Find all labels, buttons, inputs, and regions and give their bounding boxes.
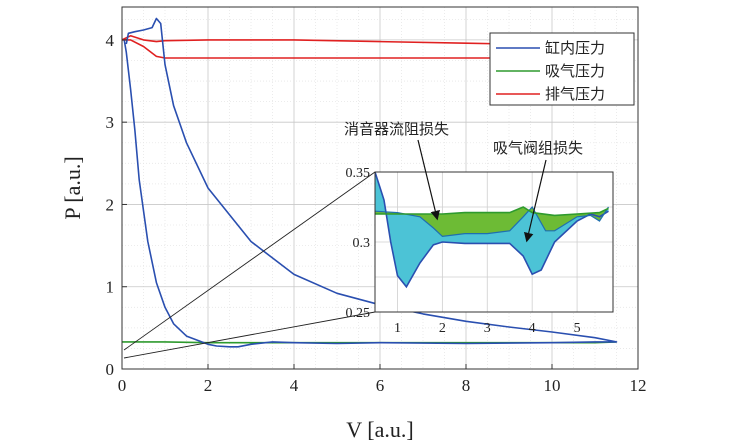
x-tick-label: 2 [204,376,213,395]
annotation-muffler-arrow [417,139,440,221]
x-tick-label: 4 [290,376,299,395]
inset-x-tick-label: 4 [529,321,536,336]
y-tick-label: 3 [106,113,115,132]
y-tick-label: 2 [106,195,115,214]
inset-cylinder-upper-curve [375,205,610,238]
x-tick-label: 0 [118,376,127,395]
inset-x-tick-label: 5 [574,321,581,336]
x-tick-label: 12 [630,376,647,395]
x-tick-label: 10 [544,376,561,395]
inset-y-tick-label: 0.35 [346,166,371,181]
y-tick-label: 4 [106,31,115,50]
series-cylinder-pressure-line [123,17,618,348]
annotation-muffler-loss: 消音器流阻损失 [344,120,449,138]
legend-label-cylinder: 缸内压力 [545,39,605,57]
annotation-valve-arrow [523,159,547,243]
inset-x-tick-label: 1 [394,321,401,336]
annotation-valve-loss: 吸气阀组损失 [493,139,583,157]
inset-y-tick-label: 0.3 [353,236,371,251]
inset-ticks: 1 2 3 4 5 0.25 0.3 0.35 [346,166,581,336]
y-tick-label: 0 [106,360,115,379]
inset-x-tick-label: 2 [439,321,446,336]
legend-label-suction: 吸气压力 [545,62,605,80]
x-tick-label: 8 [462,376,471,395]
legend: 缸内压力 吸气压力 排气压力 [489,32,635,106]
inset-frame [374,171,614,313]
inset-x-tick-label: 3 [484,321,491,336]
inset-cylinder-lower-curve [375,172,609,289]
x-tick-label: 6 [376,376,385,395]
zoom-connector-lower [123,311,376,359]
legend-label-discharge: 排气压力 [545,85,605,103]
x-axis-label: V [a.u.] [346,417,413,442]
inset-suction-line [375,206,609,217]
inset-y-tick-label: 0.25 [346,306,371,321]
y-axis-label: P [a.u.] [60,156,85,219]
y-tick-label: 1 [106,278,115,297]
legend-box [489,32,635,106]
zoom-connector-upper [123,171,376,351]
